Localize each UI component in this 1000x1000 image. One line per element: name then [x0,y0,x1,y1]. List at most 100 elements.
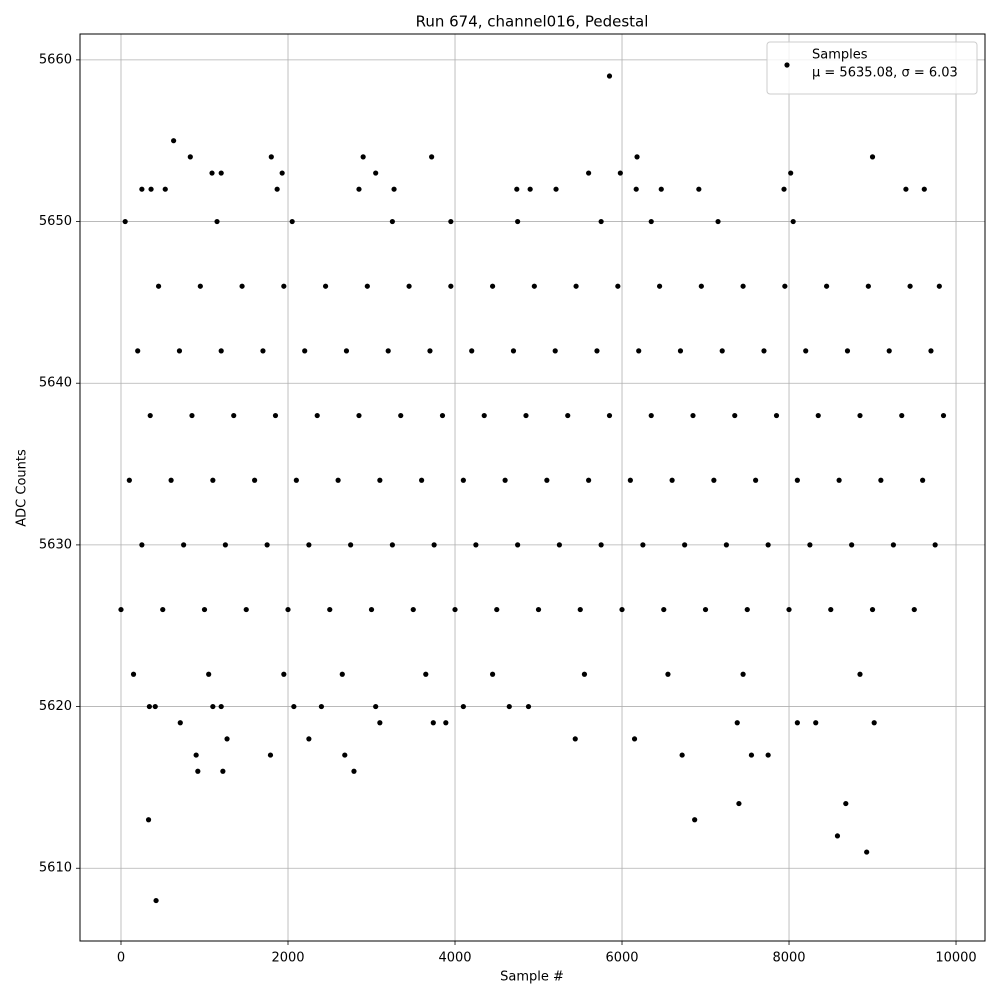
point [631,736,638,742]
point [836,477,842,483]
point [429,154,435,160]
y-tick-label: 5640 [39,376,72,391]
point [790,218,796,225]
point [765,542,771,548]
point [761,348,767,354]
point [648,218,654,225]
point [636,348,642,354]
point [139,186,145,192]
point [773,412,780,419]
y-tick-label: 5610 [39,861,72,876]
point [146,703,152,710]
point [481,412,487,419]
point [736,800,742,807]
point [744,606,750,613]
x-tick-label: 0 [117,951,125,966]
point [732,412,738,419]
point [148,186,154,192]
point [452,606,458,613]
point [419,477,425,483]
y-tick-label: 5660 [39,52,72,67]
point [460,703,466,710]
point [921,186,927,192]
point [272,412,279,419]
point [565,412,571,419]
point [535,606,542,613]
point [368,606,375,613]
point [306,542,312,548]
point [343,348,350,354]
point [844,348,851,354]
point [849,542,855,548]
point [189,412,195,419]
point [515,218,521,225]
point [243,606,249,613]
point [936,283,942,289]
point [197,283,203,289]
point [890,542,896,548]
point [222,542,228,548]
point [878,477,884,483]
point [617,170,623,176]
point [753,477,759,483]
point [126,477,132,483]
point [619,606,625,613]
point [627,477,633,483]
point [823,283,830,289]
plot-frame [79,33,986,942]
y-tick-label: 5620 [39,699,72,714]
point [552,348,558,354]
point [586,477,592,483]
point [176,348,183,354]
point [377,477,383,483]
x-tick-label: 2000 [271,951,304,966]
point [177,720,183,726]
point [289,218,295,225]
point [577,606,583,613]
point [553,186,559,192]
point [711,477,717,483]
point [573,283,579,289]
x-tick-label: 10000 [935,951,976,966]
point [342,752,348,758]
point [139,542,145,548]
point [515,542,521,548]
point [594,348,600,354]
point [155,283,162,289]
x-tick-label: 4000 [438,951,471,966]
point [523,412,529,419]
point [606,412,613,419]
point [514,186,520,192]
point [327,606,333,613]
point [634,154,640,160]
point [813,720,819,726]
point [494,606,500,613]
point [348,542,354,548]
point [903,186,909,192]
point [293,477,299,483]
point [423,671,429,677]
point [581,671,588,677]
point [865,283,871,289]
point [469,348,475,354]
point [615,283,621,289]
point [335,477,341,483]
point [373,703,379,710]
point [448,283,454,289]
point [195,768,201,774]
point [153,897,159,904]
point [356,186,362,192]
point [556,542,562,548]
point [702,606,709,613]
point [218,348,224,354]
point [606,73,613,79]
point [857,412,863,419]
point [145,817,152,823]
point [843,800,849,807]
point [572,736,578,742]
point [314,412,320,419]
point [502,477,508,483]
point [210,703,216,710]
point [698,283,704,289]
point [443,720,449,726]
